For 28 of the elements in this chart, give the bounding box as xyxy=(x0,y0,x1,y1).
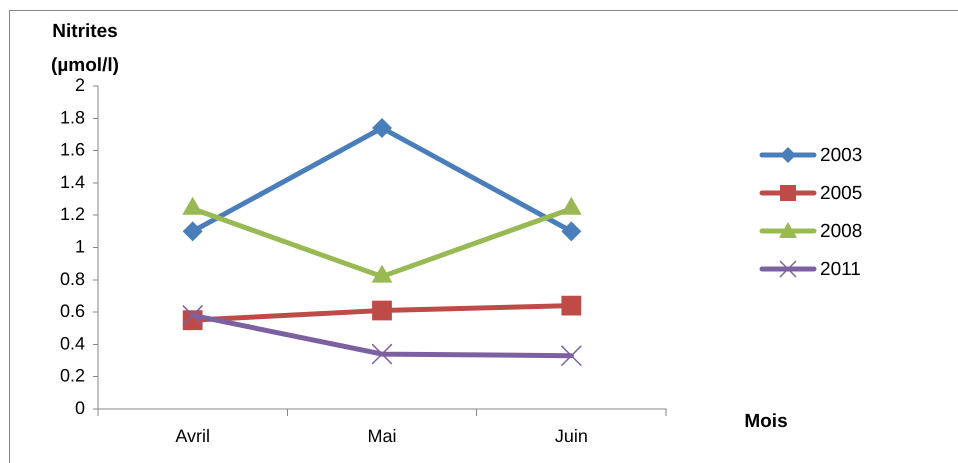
y-tick-label: 0.2 xyxy=(60,366,85,386)
y-tick-label: 0.8 xyxy=(60,268,85,289)
y-axis-title: Nitrites (µmol/l) xyxy=(51,21,119,76)
y-tick-label: 0.6 xyxy=(60,301,85,322)
x-tick-label: Juin xyxy=(554,426,588,446)
point xyxy=(372,300,392,320)
legend-label: 2011 xyxy=(820,259,861,280)
legend-label: 2008 xyxy=(820,221,862,242)
point xyxy=(371,343,393,365)
y-tick-label: 1 xyxy=(74,236,85,256)
y-tick-label: 1.6 xyxy=(60,140,85,160)
y-tick-label: 0 xyxy=(74,398,85,418)
y-tick-label: 1.2 xyxy=(60,204,85,224)
y-tick-label: 0.4 xyxy=(60,333,85,354)
point xyxy=(182,221,203,242)
point xyxy=(561,296,582,316)
y-tick-label: 1.4 xyxy=(60,172,85,192)
y-tick-label: 1.8 xyxy=(60,107,85,128)
point xyxy=(560,345,582,366)
x-tick-label: Mai xyxy=(367,426,397,446)
legend-label: 2005 xyxy=(820,183,862,204)
y-tick-label: 2 xyxy=(74,74,85,95)
legend-label: 2003 xyxy=(820,145,862,166)
point xyxy=(561,221,582,242)
x-tick-label: Avril xyxy=(175,426,210,446)
point xyxy=(372,118,392,138)
point xyxy=(182,304,204,326)
x-axis-title: Mois xyxy=(744,411,788,432)
